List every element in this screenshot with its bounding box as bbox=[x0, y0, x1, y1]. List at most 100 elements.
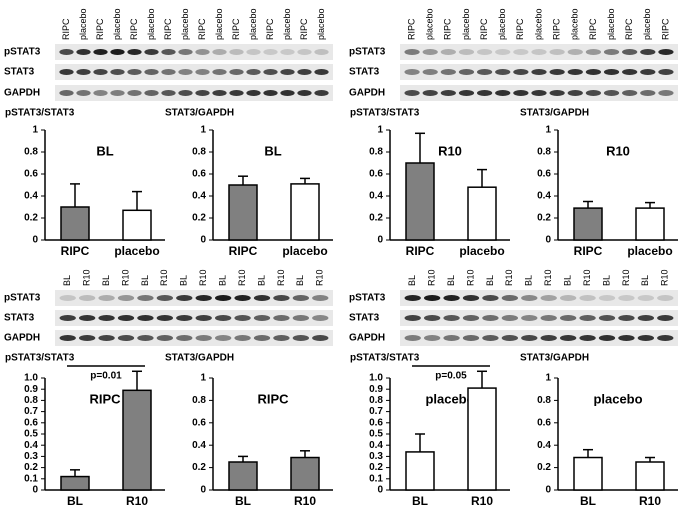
blot-band bbox=[603, 49, 620, 55]
y-tick-label: 0.6 bbox=[192, 417, 206, 428]
blot-band bbox=[234, 315, 251, 321]
blot-band bbox=[462, 335, 480, 341]
blot-band bbox=[567, 90, 583, 96]
blot-band bbox=[458, 69, 475, 75]
blot-band bbox=[622, 69, 638, 75]
lane-label: R10 bbox=[621, 269, 631, 286]
blot-band bbox=[212, 90, 227, 96]
blot-band bbox=[531, 49, 547, 55]
blot-band bbox=[234, 295, 251, 301]
y-tick-label: 0.8 bbox=[369, 147, 383, 158]
y-tick-label: 0.7 bbox=[24, 406, 38, 417]
bar bbox=[60, 475, 90, 491]
blot-band bbox=[521, 295, 538, 301]
blot-row-label: GAPDH bbox=[4, 88, 40, 99]
blot-band bbox=[423, 315, 441, 321]
lane-label: placebo bbox=[642, 8, 652, 40]
y-axis-label: pSTAT3/STAT3 bbox=[5, 353, 75, 364]
y-tick-label: 0.4 bbox=[369, 191, 383, 202]
blot-band bbox=[176, 295, 193, 301]
blot-band bbox=[495, 49, 511, 55]
lane-label: RIPC bbox=[624, 18, 634, 40]
chart-title: RIPC bbox=[257, 391, 289, 406]
bar bbox=[635, 207, 665, 241]
blot-band bbox=[292, 295, 310, 301]
blot-band bbox=[246, 49, 261, 55]
lane-label: BL bbox=[640, 275, 650, 286]
lane-label: placebo bbox=[112, 8, 122, 40]
bar bbox=[122, 389, 152, 491]
blot-band bbox=[78, 335, 96, 341]
blot-band bbox=[280, 49, 295, 55]
blot-band bbox=[404, 335, 421, 341]
blot-band bbox=[263, 69, 278, 75]
blot-band bbox=[598, 295, 616, 301]
blot-band bbox=[178, 69, 193, 75]
lane-label: placebo bbox=[497, 8, 507, 40]
blot-band bbox=[263, 90, 278, 96]
y-tick-label: 0.4 bbox=[192, 191, 206, 202]
blot-band bbox=[297, 49, 312, 55]
lane-label: placebo bbox=[316, 8, 326, 40]
blot-band bbox=[273, 335, 290, 341]
blot-band bbox=[98, 295, 115, 301]
blot-band bbox=[658, 90, 674, 96]
blot-band bbox=[443, 315, 460, 321]
blot-band bbox=[59, 49, 74, 55]
blot-band bbox=[618, 315, 635, 321]
y-axis-label: pSTAT3/STAT3 bbox=[350, 353, 420, 364]
blot-band bbox=[161, 49, 176, 55]
lane-label: BL bbox=[256, 275, 266, 286]
blot-row-label: STAT3 bbox=[4, 313, 35, 324]
y-tick-label: 0.3 bbox=[24, 451, 38, 462]
lane-label: R10 bbox=[543, 269, 553, 286]
x-tick-label: BL bbox=[412, 494, 428, 508]
blot-strip bbox=[55, 64, 333, 80]
blot-band bbox=[579, 335, 596, 341]
blot-band bbox=[137, 295, 154, 301]
lane-label: placebo bbox=[533, 8, 543, 40]
blot-band bbox=[273, 295, 290, 301]
x-tick-label: RIPC bbox=[574, 244, 603, 258]
lane-label: R10 bbox=[237, 269, 247, 286]
blot-band bbox=[637, 315, 655, 321]
blot-band bbox=[280, 69, 295, 75]
blot-band bbox=[579, 295, 596, 301]
x-tick-label: R10 bbox=[126, 494, 148, 508]
blot-band bbox=[640, 90, 656, 96]
blot-band bbox=[59, 315, 76, 321]
y-tick-label: 0.2 bbox=[192, 462, 206, 473]
lane-label: BL bbox=[140, 275, 150, 286]
y-tick-label: 0.2 bbox=[537, 213, 551, 224]
blot-band bbox=[292, 335, 310, 341]
blot-row-label: pSTAT3 bbox=[349, 293, 386, 304]
blot-band bbox=[117, 335, 135, 341]
blot-band bbox=[110, 49, 125, 55]
lane-label: R10 bbox=[198, 269, 208, 286]
blot-band bbox=[297, 90, 312, 96]
chart-title: R10 bbox=[438, 143, 462, 158]
blot-band bbox=[559, 315, 577, 321]
blot-band bbox=[423, 335, 441, 341]
blot-band bbox=[501, 335, 519, 341]
p-value: p=0.05 bbox=[435, 371, 467, 382]
lane-label: RIPC bbox=[515, 18, 525, 40]
blot-band bbox=[178, 49, 193, 55]
bar bbox=[228, 461, 258, 491]
blot-band bbox=[603, 90, 620, 96]
blot-band bbox=[618, 295, 635, 301]
blot-band bbox=[156, 335, 174, 341]
y-tick-label: 0.8 bbox=[537, 147, 551, 158]
blot-band bbox=[195, 315, 212, 321]
lane-label: placebo bbox=[425, 8, 435, 40]
lane-label: placebo bbox=[570, 8, 580, 40]
y-tick-label: 0.8 bbox=[24, 147, 38, 158]
y-axis-label: STAT3/GAPDH bbox=[520, 108, 589, 119]
y-tick-label: 0 bbox=[200, 235, 206, 246]
y-tick-label: 0.5 bbox=[369, 429, 383, 440]
blot-band bbox=[98, 315, 115, 321]
lane-label: placebo bbox=[606, 8, 616, 40]
blot-band bbox=[161, 90, 176, 96]
blot-band bbox=[462, 295, 480, 301]
